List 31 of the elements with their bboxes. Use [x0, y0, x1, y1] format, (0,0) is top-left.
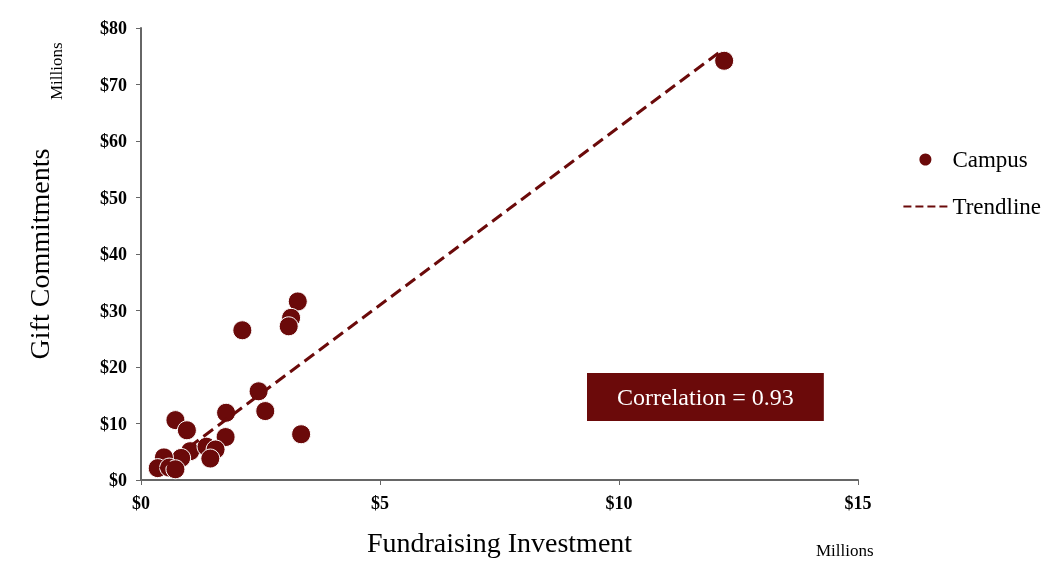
y-tick-label: $10	[100, 413, 127, 434]
y-tick-label: $70	[100, 74, 127, 95]
point	[248, 381, 269, 402]
text: Millions	[816, 541, 874, 560]
legend-label: Campus	[952, 147, 1028, 172]
point	[216, 402, 237, 423]
point	[714, 50, 735, 71]
point	[255, 401, 276, 422]
y-tick-label: $0	[109, 470, 127, 490]
annotation: Correlation = 0.93	[617, 384, 794, 410]
point	[200, 448, 221, 469]
text: Millions	[47, 42, 66, 100]
y-tick-label: $60	[100, 131, 127, 151]
point	[287, 291, 308, 312]
y-tick-label: $50	[100, 187, 127, 208]
x-tick-label: $5	[371, 493, 389, 513]
x-tick-label: $0	[132, 493, 150, 513]
y-tick-label: $40	[100, 244, 127, 264]
x-tick-label: $15	[844, 493, 872, 513]
point	[278, 316, 299, 337]
x-axis-title: Fundraising Investment	[366, 526, 633, 558]
y-tick-label: $80	[100, 18, 127, 38]
y-axis-title: Gift Commitments	[23, 148, 55, 360]
y-tick-label: $20	[100, 357, 127, 377]
point	[176, 420, 197, 441]
point	[232, 320, 253, 341]
x-tick-label: $10	[605, 493, 633, 513]
legend-label: Trendline	[952, 194, 1042, 219]
point	[291, 424, 312, 445]
y-tick-label: $30	[100, 300, 127, 321]
point	[165, 459, 186, 480]
